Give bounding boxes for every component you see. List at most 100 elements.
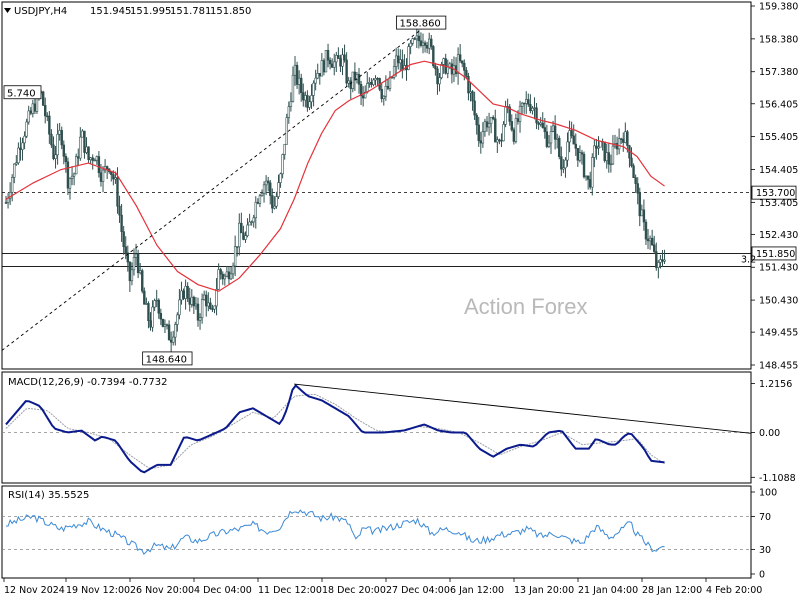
candle-body <box>97 156 101 174</box>
candle-body <box>322 60 326 73</box>
candle-body <box>359 83 363 97</box>
price-ytick-label: 157.380 <box>759 67 798 78</box>
candle-body <box>343 54 346 61</box>
candle-body <box>184 285 187 299</box>
price-ytick-label: 150.430 <box>759 296 798 307</box>
candle-body <box>663 259 666 262</box>
candle-body <box>145 303 148 305</box>
candle-body <box>638 192 641 217</box>
candle-body <box>248 221 251 226</box>
macd-ytick-label: 0.00 <box>759 428 780 439</box>
candle-body <box>300 77 303 93</box>
candle-body <box>475 114 478 126</box>
price-ytick-label: 148.455 <box>759 361 798 372</box>
price-level-label: 151.850 <box>756 249 795 260</box>
candle-body <box>209 302 212 310</box>
candle-body <box>477 124 480 142</box>
candle-body <box>306 95 309 108</box>
candle-body <box>246 224 249 236</box>
candle-body <box>551 125 555 132</box>
candle-body <box>304 95 307 101</box>
candle-body <box>549 131 553 144</box>
macd-ytick-label: 1.2156 <box>759 379 792 390</box>
candle-body <box>136 253 140 274</box>
symbol-label: USDJPY,H4 <box>14 6 67 17</box>
candle-body <box>72 173 76 177</box>
candle-body <box>440 64 443 78</box>
candle-body <box>394 55 398 67</box>
candle-body <box>514 118 518 142</box>
candle-body <box>114 177 117 180</box>
candle-body <box>165 324 169 326</box>
candle-body <box>498 139 501 141</box>
candle-body <box>351 71 355 89</box>
x-tick-label: 18 Dec 20:00 <box>322 585 386 596</box>
x-tick-label: 6 Jan 12:00 <box>450 585 504 596</box>
candle-body <box>617 138 621 150</box>
candle-body <box>539 122 542 125</box>
candle-body <box>83 130 86 153</box>
candle-body <box>151 306 154 328</box>
candle-body <box>335 55 338 63</box>
candle-body <box>648 237 652 242</box>
candle-body <box>279 173 282 183</box>
candle-body <box>494 118 497 143</box>
candle-body <box>70 175 74 179</box>
candle-body <box>634 177 637 184</box>
candle-body <box>630 157 633 167</box>
candle-body <box>349 80 352 89</box>
candle-body <box>555 137 559 140</box>
candle-body <box>79 136 82 159</box>
candle-body <box>58 130 61 135</box>
partial-label: 3.2 <box>741 254 756 265</box>
candle-body <box>64 156 68 163</box>
candle-body <box>479 140 483 144</box>
rsi-line <box>5 509 665 555</box>
candle-body <box>607 152 611 165</box>
candle-body <box>407 46 410 70</box>
candle-body <box>574 143 577 149</box>
candle-body <box>397 55 400 64</box>
price-ytick-label: 149.455 <box>759 328 798 339</box>
candle-body <box>258 195 262 204</box>
price-annotation-label: 148.640 <box>146 354 187 365</box>
candle-body <box>105 166 109 170</box>
candle-body <box>176 314 179 325</box>
candle-body <box>512 129 516 142</box>
candle-body <box>624 131 627 143</box>
candle-body <box>632 165 635 178</box>
x-tick-label: 28 Jan 12:00 <box>642 585 702 596</box>
candle-body <box>419 40 423 46</box>
candle-body <box>273 205 276 209</box>
candle-body <box>314 77 317 84</box>
rsi-panel-frame <box>1 485 752 579</box>
price-annotation-label: 5.740 <box>7 88 36 99</box>
candle-body <box>277 182 280 197</box>
candle-body <box>50 133 53 146</box>
candle-body <box>572 135 575 145</box>
candle-body <box>211 308 214 310</box>
candle-body <box>485 121 489 128</box>
symbol-dropdown-icon[interactable] <box>4 8 11 13</box>
candle-body <box>456 54 460 74</box>
candle-body <box>566 141 569 161</box>
candle-body <box>233 246 237 267</box>
candle-body <box>124 246 127 254</box>
price-annotation-box <box>3 85 42 100</box>
candle-body <box>576 148 580 161</box>
macd-main-line <box>5 384 665 474</box>
candle-body <box>434 65 437 70</box>
candle-body <box>640 209 644 217</box>
candle-body <box>289 101 293 107</box>
candle-body <box>372 79 375 85</box>
candle-body <box>231 265 235 275</box>
candle-body <box>297 77 301 85</box>
candle-body <box>471 91 474 102</box>
candle-body <box>423 42 427 46</box>
candle-body <box>215 288 218 307</box>
candle-body <box>128 261 132 282</box>
candle-body <box>384 85 388 97</box>
candle-body <box>619 138 623 140</box>
candle-body <box>324 49 328 73</box>
